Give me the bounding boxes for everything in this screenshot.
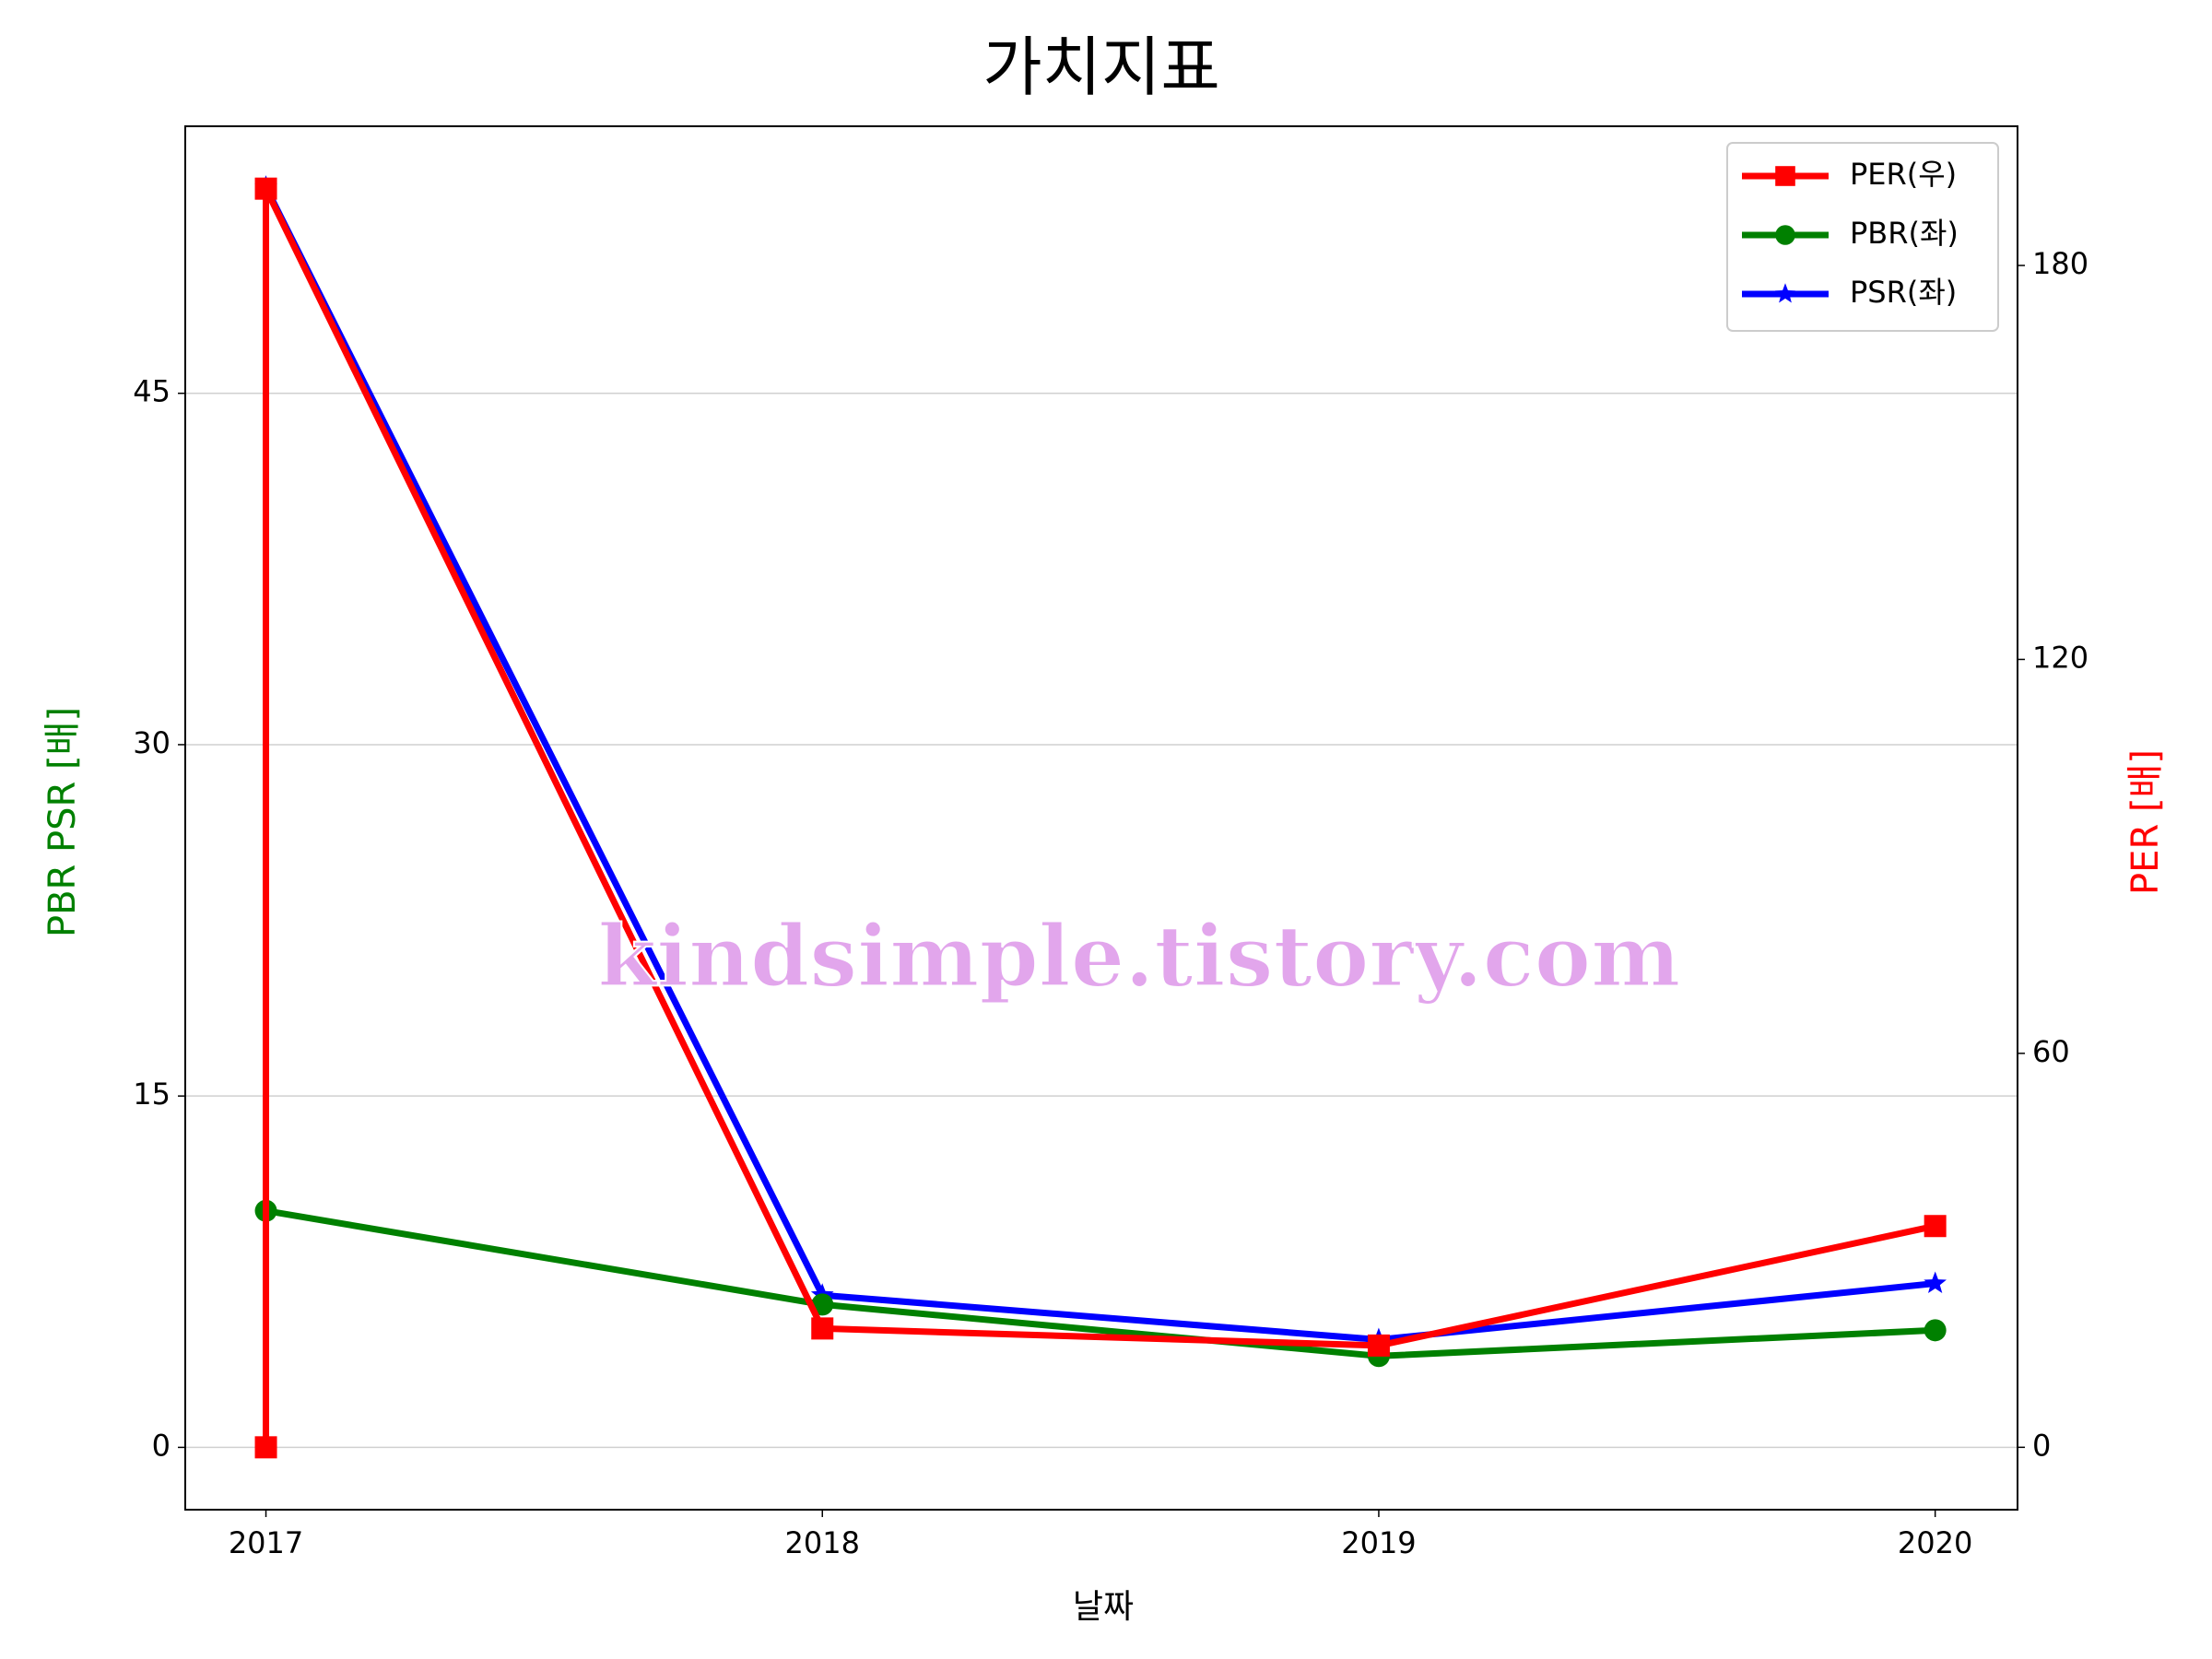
legend-marker: [1774, 283, 1796, 303]
marker: [1924, 1319, 1947, 1342]
series-line: [263, 185, 1936, 1343]
marker: [254, 177, 277, 200]
legend-box: [1726, 142, 1999, 332]
y-axis-label: PBR PSR [배]: [41, 707, 84, 937]
legend-marker: [1775, 225, 1795, 245]
y2-tick-label: 0: [2032, 1428, 2051, 1463]
plot-frame: [184, 125, 2018, 1511]
plot-area: [254, 175, 1947, 1459]
legend-label: PSR(좌): [1850, 275, 1957, 310]
y-tick-label: 15: [133, 1077, 171, 1112]
x-tick-label: 2020: [1898, 1525, 1972, 1560]
x-tick-label: 2017: [229, 1525, 303, 1560]
watermark: kindsimple.tistory.com: [597, 907, 1680, 1006]
marker: [1367, 1334, 1390, 1357]
chart-title: 가치지표: [982, 29, 1220, 105]
legend-label: PBR(좌): [1850, 216, 1959, 251]
marker: [254, 1436, 277, 1459]
series-line: [265, 1207, 1936, 1359]
x-tick-label: 2018: [785, 1525, 860, 1560]
y-tick-label: 30: [133, 725, 171, 760]
y2-tick-label: 60: [2032, 1034, 2070, 1069]
y2-tick-label: 180: [2032, 246, 2088, 281]
y2-tick-label: 120: [2032, 640, 2088, 675]
y-tick-label: 0: [152, 1428, 171, 1463]
y2-axis-label: PER [배]: [2124, 749, 2167, 895]
y-tick-label: 45: [133, 374, 171, 409]
marker: [1924, 1271, 1947, 1293]
legend-label: PER(우): [1850, 157, 1957, 192]
legend-marker: [1775, 166, 1795, 186]
marker: [811, 1317, 834, 1340]
x-axis-label: 날짜: [1073, 1588, 1134, 1626]
x-tick-label: 2019: [1341, 1525, 1416, 1560]
marker: [1924, 1215, 1947, 1238]
